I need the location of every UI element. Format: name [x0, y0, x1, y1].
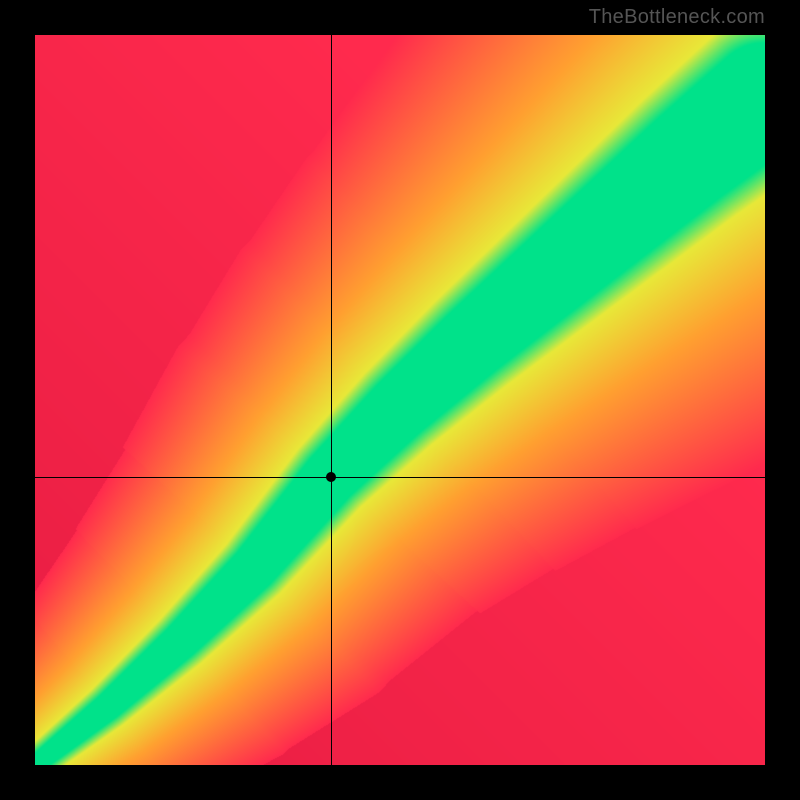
crosshair-horizontal [35, 477, 765, 478]
watermark-text: TheBottleneck.com [589, 6, 765, 29]
plot-area [35, 35, 765, 765]
crosshair-vertical [331, 35, 332, 765]
plot-frame [35, 35, 765, 765]
heatmap-canvas [35, 35, 765, 765]
marker-dot [326, 472, 336, 482]
